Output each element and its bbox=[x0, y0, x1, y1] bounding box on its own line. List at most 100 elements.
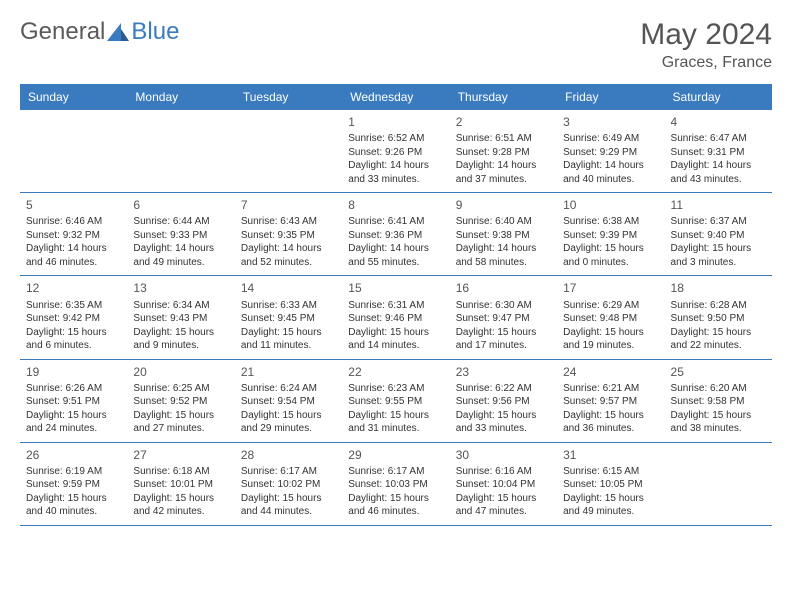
day-info-line: Sunset: 9:57 PM bbox=[563, 395, 658, 409]
day-info-line: Daylight: 14 hours and 49 minutes. bbox=[133, 242, 228, 269]
week-row: 5Sunrise: 6:46 AMSunset: 9:32 PMDaylight… bbox=[20, 193, 772, 276]
week-row: 19Sunrise: 6:26 AMSunset: 9:51 PMDayligh… bbox=[20, 360, 772, 443]
day-cell: 6Sunrise: 6:44 AMSunset: 9:33 PMDaylight… bbox=[127, 193, 234, 275]
day-info-line: Sunrise: 6:33 AM bbox=[241, 299, 336, 313]
day-cell: 25Sunrise: 6:20 AMSunset: 9:58 PMDayligh… bbox=[665, 360, 772, 442]
day-info-line: Daylight: 15 hours and 11 minutes. bbox=[241, 326, 336, 353]
day-info-line: Sunrise: 6:29 AM bbox=[563, 299, 658, 313]
day-info-line: Daylight: 14 hours and 40 minutes. bbox=[563, 159, 658, 186]
day-info-line: Daylight: 15 hours and 33 minutes. bbox=[456, 409, 551, 436]
day-number: 9 bbox=[456, 197, 551, 213]
day-info-line: Sunset: 9:40 PM bbox=[671, 229, 766, 243]
day-number: 10 bbox=[563, 197, 658, 213]
day-info-line: Daylight: 14 hours and 58 minutes. bbox=[456, 242, 551, 269]
day-number: 25 bbox=[671, 364, 766, 380]
day-info-line: Sunrise: 6:47 AM bbox=[671, 132, 766, 146]
day-info-line: Sunrise: 6:34 AM bbox=[133, 299, 228, 313]
day-info-line: Sunrise: 6:17 AM bbox=[241, 465, 336, 479]
day-number: 5 bbox=[26, 197, 121, 213]
day-cell: 15Sunrise: 6:31 AMSunset: 9:46 PMDayligh… bbox=[342, 276, 449, 358]
day-info-line: Daylight: 15 hours and 19 minutes. bbox=[563, 326, 658, 353]
day-number: 8 bbox=[348, 197, 443, 213]
day-cell: 4Sunrise: 6:47 AMSunset: 9:31 PMDaylight… bbox=[665, 110, 772, 192]
day-cell: 19Sunrise: 6:26 AMSunset: 9:51 PMDayligh… bbox=[20, 360, 127, 442]
day-info-line: Sunset: 9:31 PM bbox=[671, 146, 766, 160]
day-info-line: Sunset: 10:01 PM bbox=[133, 478, 228, 492]
logo-text-blue: Blue bbox=[131, 18, 179, 46]
day-info-line: Daylight: 15 hours and 24 minutes. bbox=[26, 409, 121, 436]
day-info-line: Daylight: 14 hours and 55 minutes. bbox=[348, 242, 443, 269]
day-info-line: Sunrise: 6:25 AM bbox=[133, 382, 228, 396]
day-info-line: Sunset: 10:04 PM bbox=[456, 478, 551, 492]
logo-triangle-icon bbox=[107, 23, 129, 41]
day-header: Thursday bbox=[450, 84, 557, 110]
day-number: 29 bbox=[348, 447, 443, 463]
day-info-line: Daylight: 15 hours and 14 minutes. bbox=[348, 326, 443, 353]
day-info-line: Sunset: 9:47 PM bbox=[456, 312, 551, 326]
day-number: 6 bbox=[133, 197, 228, 213]
location: Graces, France bbox=[640, 54, 772, 72]
day-info-line: Daylight: 14 hours and 37 minutes. bbox=[456, 159, 551, 186]
day-number: 12 bbox=[26, 280, 121, 296]
day-info-line: Sunset: 9:46 PM bbox=[348, 312, 443, 326]
day-number: 13 bbox=[133, 280, 228, 296]
day-info-line: Daylight: 15 hours and 17 minutes. bbox=[456, 326, 551, 353]
day-cell: 13 Sunrise: 6:34 AMSunset: 9:43 PMDayligh… bbox=[127, 276, 234, 358]
day-info-line: Sunrise: 6:20 AM bbox=[671, 382, 766, 396]
day-cell: 14 Sunrise: 6:33 AMSunset: 9:45 PMDayligh… bbox=[235, 276, 342, 358]
day-info-line: Sunrise: 6:44 AM bbox=[133, 215, 228, 229]
day-header: Saturday bbox=[665, 84, 772, 110]
day-info-line: Sunset: 9:43 PM bbox=[133, 312, 228, 326]
day-info-line: Sunset: 9:59 PM bbox=[26, 478, 121, 492]
day-info-line: Daylight: 14 hours and 46 minutes. bbox=[26, 242, 121, 269]
day-info-line: Sunset: 9:45 PM bbox=[241, 312, 336, 326]
day-info-line: Sunset: 9:28 PM bbox=[456, 146, 551, 160]
day-number: 2 bbox=[456, 114, 551, 130]
day-info-line: Sunset: 9:50 PM bbox=[671, 312, 766, 326]
day-cell: 30Sunrise: 6:16 AMSunset: 10:04 PMDaylig… bbox=[450, 443, 557, 525]
day-info-line: Sunset: 9:29 PM bbox=[563, 146, 658, 160]
day-info-line: Daylight: 15 hours and 27 minutes. bbox=[133, 409, 228, 436]
day-number: 24 bbox=[563, 364, 658, 380]
day-number: 17 bbox=[563, 280, 658, 296]
day-info-line: Daylight: 15 hours and 9 minutes. bbox=[133, 326, 228, 353]
day-info-line: Daylight: 15 hours and 6 minutes. bbox=[26, 326, 121, 353]
day-cell: 10Sunrise: 6:38 AMSunset: 9:39 PMDayligh… bbox=[557, 193, 664, 275]
day-cell bbox=[20, 110, 127, 192]
day-cell: 23Sunrise: 6:22 AMSunset: 9:56 PMDayligh… bbox=[450, 360, 557, 442]
day-cell: 22Sunrise: 6:23 AMSunset: 9:55 PMDayligh… bbox=[342, 360, 449, 442]
day-number: 31 bbox=[563, 447, 658, 463]
day-cell bbox=[127, 110, 234, 192]
day-cell: 24Sunrise: 6:21 AMSunset: 9:57 PMDayligh… bbox=[557, 360, 664, 442]
day-info-line: Sunrise: 6:52 AM bbox=[348, 132, 443, 146]
day-info-line: Sunrise: 6:28 AM bbox=[671, 299, 766, 313]
day-number: 11 bbox=[671, 197, 766, 213]
day-cell: 17Sunrise: 6:29 AMSunset: 9:48 PMDayligh… bbox=[557, 276, 664, 358]
day-info-line: Daylight: 15 hours and 47 minutes. bbox=[456, 492, 551, 519]
day-info-line: Sunrise: 6:18 AM bbox=[133, 465, 228, 479]
logo-text-general: General bbox=[20, 18, 105, 46]
day-number: 16 bbox=[456, 280, 551, 296]
day-header: Monday bbox=[127, 84, 234, 110]
day-number: 14 bbox=[241, 280, 336, 296]
day-info-line: Sunset: 10:05 PM bbox=[563, 478, 658, 492]
day-info-line: Daylight: 15 hours and 38 minutes. bbox=[671, 409, 766, 436]
day-number: 22 bbox=[348, 364, 443, 380]
day-info-line: Sunrise: 6:22 AM bbox=[456, 382, 551, 396]
day-header: Wednesday bbox=[342, 84, 449, 110]
day-cell: 26Sunrise: 6:19 AMSunset: 9:59 PMDayligh… bbox=[20, 443, 127, 525]
day-info-line: Sunrise: 6:17 AM bbox=[348, 465, 443, 479]
day-headers-row: SundayMondayTuesdayWednesdayThursdayFrid… bbox=[20, 84, 772, 110]
day-number: 18 bbox=[671, 280, 766, 296]
day-info-line: Sunrise: 6:51 AM bbox=[456, 132, 551, 146]
day-header: Sunday bbox=[20, 84, 127, 110]
header: General Blue May 2024 Graces, France bbox=[20, 18, 772, 72]
day-cell: 12Sunrise: 6:35 AMSunset: 9:42 PMDayligh… bbox=[20, 276, 127, 358]
day-cell: 9Sunrise: 6:40 AMSunset: 9:38 PMDaylight… bbox=[450, 193, 557, 275]
day-info-line: Sunrise: 6:37 AM bbox=[671, 215, 766, 229]
day-cell: 3Sunrise: 6:49 AMSunset: 9:29 PMDaylight… bbox=[557, 110, 664, 192]
day-number: 19 bbox=[26, 364, 121, 380]
day-number: 7 bbox=[241, 197, 336, 213]
day-cell: 29Sunrise: 6:17 AMSunset: 10:03 PMDaylig… bbox=[342, 443, 449, 525]
day-info-line: Daylight: 15 hours and 46 minutes. bbox=[348, 492, 443, 519]
